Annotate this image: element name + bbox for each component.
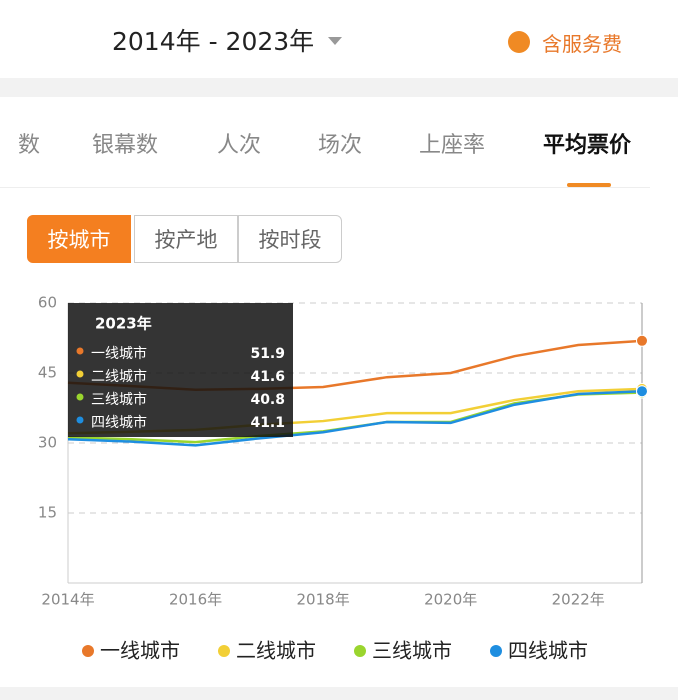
tab[interactable]: 场次 [318, 133, 363, 158]
y-tick-label: 30 [38, 434, 57, 452]
tabs: 数 银幕数 人次 场次 上座率 平均票价 [0, 127, 650, 188]
y-tick-label: 15 [38, 504, 57, 522]
end-point [636, 334, 648, 347]
legend-label: 四线城市 [508, 639, 588, 663]
tooltip-value: 41.6 [250, 369, 285, 385]
tooltip-value: 51.9 [250, 346, 285, 362]
sub-tab-active[interactable]: 按城市 [27, 215, 131, 263]
tab-active[interactable]: 平均票价 [543, 133, 632, 158]
header: 2014年 - 2023年 含服务费 [0, 0, 678, 78]
sub-tab[interactable]: 按时段 [238, 215, 342, 263]
x-tick-label: 2016年 [169, 591, 222, 609]
x-tick-label: 2018年 [297, 591, 350, 609]
legend-label: 三线城市 [372, 639, 452, 663]
tab-underline [567, 183, 611, 187]
legend-swatch [354, 645, 366, 657]
tooltip-name: 二线城市 [91, 368, 147, 385]
legend-swatch [218, 645, 230, 657]
tooltip-swatch [76, 347, 84, 355]
tab[interactable]: 数 [18, 133, 41, 158]
tooltip-swatch [76, 393, 84, 401]
x-tick-label: 2022年 [552, 591, 605, 609]
date-range[interactable]: 2014年 - 2023年 [112, 27, 315, 56]
tab[interactable]: 银幕数 [92, 133, 159, 158]
sub-tab[interactable]: 按产地 [134, 215, 238, 263]
dropdown-caret[interactable] [328, 37, 342, 45]
tab[interactable]: 人次 [217, 133, 262, 158]
x-tick-label: 2020年 [424, 591, 477, 609]
legend-swatch [490, 645, 502, 657]
fee-toggle[interactable]: 含服务费 [542, 32, 622, 56]
series-line [67, 389, 643, 447]
tooltip-swatch [76, 416, 84, 424]
tooltip-value: 40.8 [250, 392, 285, 408]
end-point [636, 385, 648, 398]
check-icon[interactable] [508, 31, 530, 53]
tooltip-name: 三线城市 [91, 391, 147, 408]
legend-swatch [82, 645, 94, 657]
x-tick-label: 2014年 [41, 591, 94, 609]
tooltip-name: 一线城市 [91, 345, 147, 362]
tab[interactable]: 上座率 [419, 133, 486, 158]
y-tick-label: 45 [38, 364, 57, 382]
legend-label: 二线城市 [236, 639, 316, 663]
tooltip-box [68, 303, 293, 437]
tooltip-swatch [76, 370, 84, 378]
tooltip-title: 2023年 [95, 315, 152, 333]
tooltip-value: 41.1 [250, 415, 285, 431]
tooltip-name: 四线城市 [91, 414, 147, 431]
legend-label: 一线城市 [100, 639, 180, 663]
y-tick-label: 60 [38, 294, 57, 312]
